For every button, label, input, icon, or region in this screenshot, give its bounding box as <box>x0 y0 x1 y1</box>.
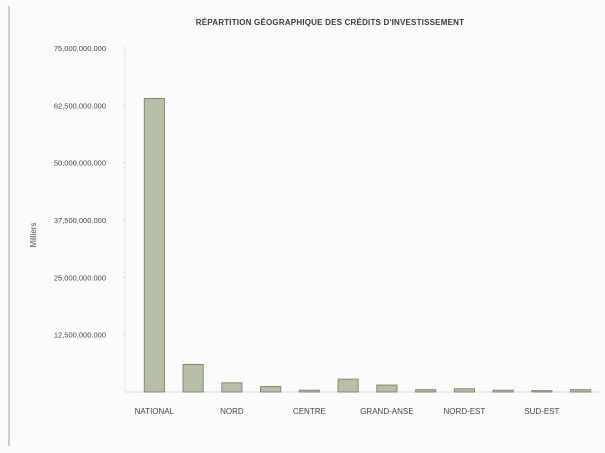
x-tick-label: NORD <box>220 407 244 416</box>
y-tick-label: 37,500,000.000 <box>54 216 106 225</box>
bar <box>376 384 398 393</box>
y-tick-label: 62,500,000.000 <box>54 101 106 110</box>
bar <box>415 389 437 393</box>
x-axis-ticks: NATIONAL NORD CENTRE GRAND-ANSE NORD-EST SUD-… <box>135 407 560 416</box>
x-tick-label: SUD-EST <box>524 407 559 416</box>
chart-title: RÉPARTITION GÉOGRAPHIQUE DES CRÉDITS D'I… <box>195 18 465 27</box>
bar <box>143 97 165 393</box>
x-tick-label: NORD-EST <box>443 407 485 416</box>
bar <box>221 382 243 393</box>
y-tick-label: 75,000,000.000 <box>54 44 106 53</box>
bar <box>298 389 320 393</box>
bar <box>182 363 204 393</box>
chart-axes: Milliers <box>29 48 600 393</box>
bar <box>453 388 475 393</box>
y-axis-ticks: 75,000,000.000 62,500,000.000 50,000,000.0… <box>54 44 125 340</box>
frame-left-border <box>8 6 10 446</box>
bar <box>570 389 592 393</box>
x-tick-label: GRAND-ANSE <box>360 407 413 416</box>
bar <box>492 389 514 393</box>
y-axis-title: Milliers <box>29 223 38 248</box>
y-tick-label: 12,500,000.000 <box>54 331 106 340</box>
x-tick-label: CENTRE <box>293 407 326 416</box>
y-tick-label: 25,000,000.000 <box>54 273 106 282</box>
bars <box>143 97 592 393</box>
bar <box>337 378 359 393</box>
y-tick-label: 50,000,000.000 <box>54 159 106 168</box>
bar <box>531 390 553 393</box>
bar <box>260 385 282 393</box>
x-tick-label: NATIONAL <box>135 407 175 416</box>
